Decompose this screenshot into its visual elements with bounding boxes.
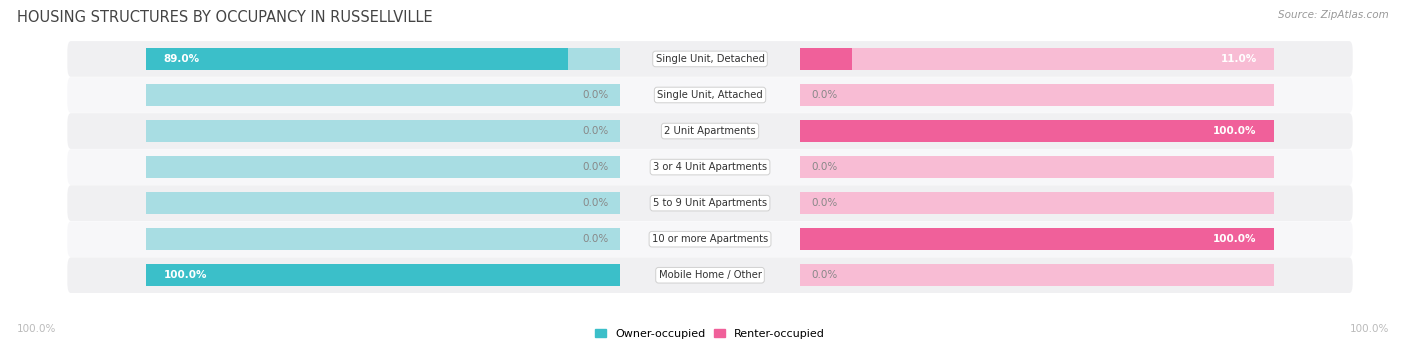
Text: 0.0%: 0.0%	[811, 90, 838, 100]
Text: 89.0%: 89.0%	[163, 54, 200, 64]
Bar	[800, 120, 1274, 142]
Bar	[800, 120, 1274, 142]
Text: 100.0%: 100.0%	[1213, 126, 1257, 136]
Bar	[800, 228, 1274, 250]
Text: 0.0%: 0.0%	[582, 90, 609, 100]
Bar	[800, 84, 1274, 106]
Bar	[800, 192, 1274, 214]
Text: Single Unit, Attached: Single Unit, Attached	[657, 90, 763, 100]
Text: 0.0%: 0.0%	[582, 198, 609, 208]
Text: 3 or 4 Unit Apartments: 3 or 4 Unit Apartments	[652, 162, 768, 172]
Bar	[800, 228, 1274, 250]
Bar	[146, 228, 620, 250]
Text: 0.0%: 0.0%	[582, 234, 609, 244]
Text: 0.0%: 0.0%	[582, 162, 609, 172]
Text: 0.0%: 0.0%	[811, 198, 838, 208]
FancyBboxPatch shape	[67, 257, 1353, 293]
Text: 100.0%: 100.0%	[163, 270, 207, 280]
Text: 100.0%: 100.0%	[1350, 324, 1389, 334]
Text: 5 to 9 Unit Apartments: 5 to 9 Unit Apartments	[652, 198, 768, 208]
Bar	[800, 48, 1274, 70]
Text: 11.0%: 11.0%	[1220, 54, 1257, 64]
Bar	[146, 120, 620, 142]
Text: HOUSING STRUCTURES BY OCCUPANCY IN RUSSELLVILLE: HOUSING STRUCTURES BY OCCUPANCY IN RUSSE…	[17, 10, 433, 25]
Bar	[800, 264, 1274, 286]
FancyBboxPatch shape	[67, 149, 1353, 185]
Bar	[146, 48, 620, 70]
Text: 0.0%: 0.0%	[811, 270, 838, 280]
Bar	[800, 156, 1274, 178]
Bar	[146, 192, 620, 214]
Text: 0.0%: 0.0%	[582, 126, 609, 136]
Text: Source: ZipAtlas.com: Source: ZipAtlas.com	[1278, 10, 1389, 20]
Bar	[146, 264, 620, 286]
Bar	[146, 156, 620, 178]
Text: 0.0%: 0.0%	[811, 162, 838, 172]
Bar	[800, 48, 852, 70]
Legend: Owner-occupied, Renter-occupied: Owner-occupied, Renter-occupied	[591, 324, 830, 341]
Bar	[146, 264, 620, 286]
FancyBboxPatch shape	[67, 185, 1353, 221]
Text: 10 or more Apartments: 10 or more Apartments	[652, 234, 768, 244]
FancyBboxPatch shape	[67, 113, 1353, 149]
Text: Single Unit, Detached: Single Unit, Detached	[655, 54, 765, 64]
Bar	[146, 84, 620, 106]
Text: 2 Unit Apartments: 2 Unit Apartments	[664, 126, 756, 136]
Bar	[146, 48, 568, 70]
Text: 100.0%: 100.0%	[1213, 234, 1257, 244]
FancyBboxPatch shape	[67, 41, 1353, 77]
FancyBboxPatch shape	[67, 77, 1353, 113]
FancyBboxPatch shape	[67, 221, 1353, 257]
Text: 100.0%: 100.0%	[17, 324, 56, 334]
Text: Mobile Home / Other: Mobile Home / Other	[658, 270, 762, 280]
